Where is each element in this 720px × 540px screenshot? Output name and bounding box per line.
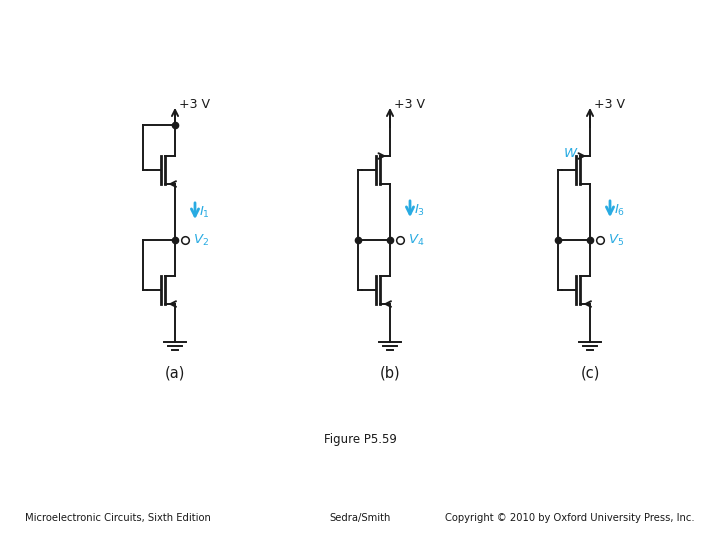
Text: Copyright © 2010 by Oxford University Press, Inc.: Copyright © 2010 by Oxford University Pr… xyxy=(446,513,695,523)
Text: (a): (a) xyxy=(165,366,185,381)
Text: Figure P5.59: Figure P5.59 xyxy=(323,434,397,447)
Text: +3 V: +3 V xyxy=(179,98,210,111)
Text: $I_1$: $I_1$ xyxy=(199,205,210,220)
Text: Microelectronic Circuits, Sixth Edition: Microelectronic Circuits, Sixth Edition xyxy=(25,513,211,523)
Text: $I_6$: $I_6$ xyxy=(614,202,625,218)
Text: (b): (b) xyxy=(379,366,400,381)
Text: Sedra/Smith: Sedra/Smith xyxy=(329,513,391,523)
Text: +3 V: +3 V xyxy=(394,98,425,111)
Text: W: W xyxy=(564,147,577,160)
Text: $V_5$: $V_5$ xyxy=(608,232,624,247)
Text: (c): (c) xyxy=(580,366,600,381)
Text: +3 V: +3 V xyxy=(594,98,625,111)
Text: $V_2$: $V_2$ xyxy=(193,232,209,247)
Text: $I_3$: $I_3$ xyxy=(414,202,425,218)
Text: $V_4$: $V_4$ xyxy=(408,232,424,247)
